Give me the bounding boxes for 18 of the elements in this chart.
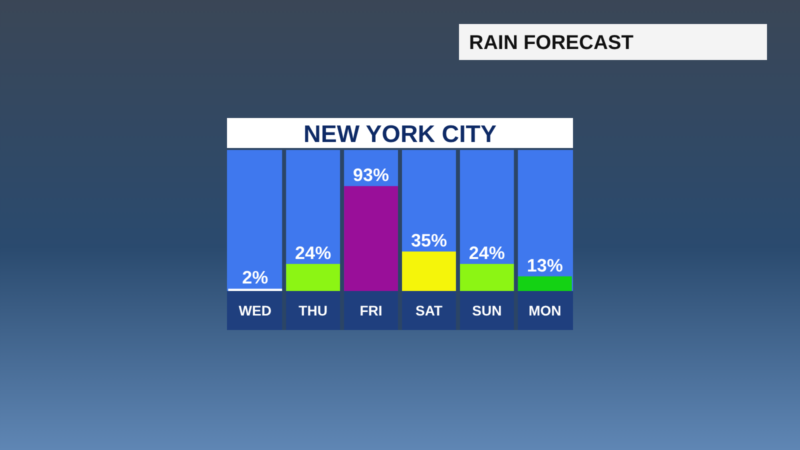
x-tick-label: MON bbox=[528, 302, 562, 318]
chart-title: RAIN FORECAST bbox=[469, 32, 634, 54]
data-label: 35% bbox=[410, 230, 447, 251]
data-label: 93% bbox=[353, 165, 390, 186]
bar bbox=[460, 264, 514, 291]
data-label: 2% bbox=[242, 268, 268, 288]
x-tick-label: FRI bbox=[360, 302, 382, 318]
bar bbox=[286, 264, 340, 291]
bar bbox=[402, 252, 456, 291]
x-tick-label: SUN bbox=[472, 302, 502, 318]
data-label: 24% bbox=[468, 242, 505, 263]
x-tick-label: WED bbox=[238, 302, 272, 318]
data-label: 24% bbox=[295, 242, 332, 263]
bar bbox=[518, 276, 572, 291]
x-tick-label: THU bbox=[298, 302, 328, 318]
data-label: 13% bbox=[526, 255, 563, 276]
x-tick-label: SAT bbox=[415, 302, 443, 318]
chart-subtitle: NEW YORK CITY bbox=[304, 121, 496, 148]
